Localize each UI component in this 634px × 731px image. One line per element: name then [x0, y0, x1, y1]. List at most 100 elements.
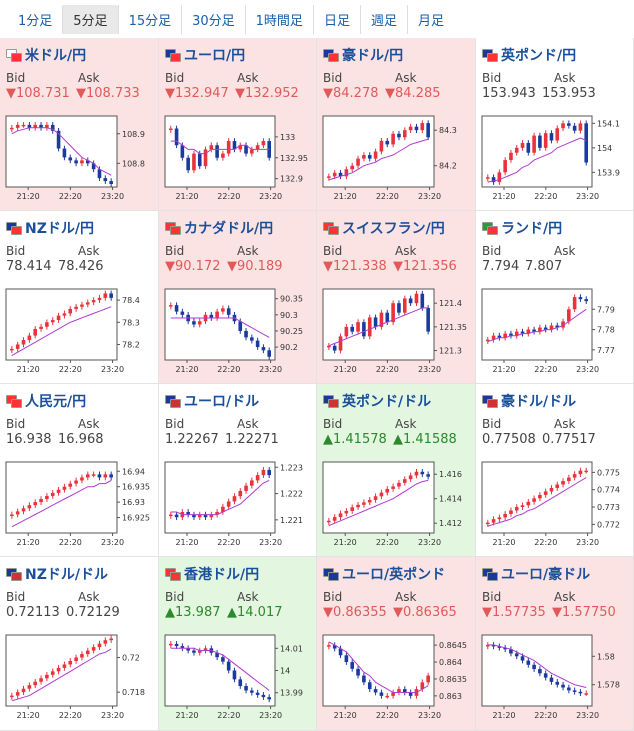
candlestick-chart[interactable]: 7.79 7.78 7.77 21:20 22:20 23:20 [480, 285, 628, 378]
candle-body [497, 646, 502, 648]
candle-body [68, 157, 73, 161]
pair-title[interactable]: ランド/円 [482, 218, 562, 238]
pair-title[interactable]: カナダドル/円 [165, 218, 273, 238]
bid-value: 0.77508 [482, 432, 536, 447]
candle-body [39, 124, 43, 128]
candlestick-chart[interactable]: 1.58 1.578 21:20 22:20 23:20 [480, 631, 628, 724]
candlestick-chart[interactable]: 84.3 84.2 21:20 22:20 23:20 [321, 112, 470, 205]
currency-flags-icon [323, 395, 339, 408]
pair-card[interactable]: ランド/円 Bid Ask 7.794 7.807 7.79 7.78 7.77 21:20 22… [476, 211, 634, 384]
pair-card[interactable]: スイスフラン/円 Bid Ask ▼121.338 ▼121.356 121.4 121.3… [317, 211, 476, 384]
candle-body [27, 335, 32, 341]
pair-title[interactable]: スイスフラン/円 [323, 218, 445, 238]
pair-name: NZドル/ドル [25, 567, 108, 583]
candlestick-chart[interactable]: 133 132.95 132.9 21:20 22:20 23:20 [163, 112, 311, 205]
candle-body [244, 485, 248, 491]
candle-body [402, 479, 407, 483]
candlestick-chart[interactable]: 121.4 121.35 121.3 21:20 22:20 23:20 [321, 285, 470, 378]
pair-title[interactable]: 米ドル/円 [6, 45, 86, 65]
bid-label: Bid [165, 417, 185, 431]
candlestick-chart[interactable]: 154.1 154 153.9 21:20 22:20 23:20 [480, 112, 628, 205]
y-tick-label: 1.416 [439, 470, 462, 479]
candlestick-chart[interactable]: 0.8645 0.864 0.8635 0.863 21:20 22:20 23:20 [321, 631, 470, 724]
candle-body [503, 160, 507, 173]
candle-body [103, 640, 108, 644]
candle-body [532, 498, 536, 502]
pair-title[interactable]: 人民元/円 [6, 391, 86, 411]
candlestick-chart[interactable]: 90.35 90.3 90.25 90.2 21:20 22:20 23:20 [163, 285, 311, 378]
pair-card[interactable]: 英ポンド/ドル Bid Ask ▲1.41578 ▲1.41588 1.416 1.414 1… [317, 384, 476, 557]
candle-body [174, 128, 179, 146]
pair-title[interactable]: ユーロ/豪ドル [482, 564, 590, 584]
tab-1[interactable]: 5分足 [62, 4, 118, 34]
candle-body [103, 293, 108, 298]
candle-body [232, 670, 237, 680]
pair-card[interactable]: ユーロ/豪ドル Bid Ask ▼1.57735 ▼1.57750 1.58 1.578 21… [476, 557, 634, 731]
candlestick-chart[interactable]: 0.72 0.718 21:20 22:20 23:20 [4, 631, 153, 724]
pair-title[interactable]: 豪ドル/円 [323, 45, 403, 65]
tab-2[interactable]: 15分足 [117, 4, 182, 34]
y-tick-label: 132.95 [280, 154, 308, 163]
tab-6[interactable]: 週足 [359, 4, 407, 34]
pair-card[interactable]: 人民元/円 Bid Ask 16.938 16.968 16.94 16.935 16.93 1… [0, 384, 159, 557]
candlestick-chart[interactable]: 16.94 16.935 16.93 16.925 21:20 22:20 23:20 [4, 458, 153, 551]
pair-card[interactable]: カナダドル/円 Bid Ask ▼90.172 ▼90.189 90.35 90.3 90.2… [159, 211, 317, 384]
candle-body [485, 522, 490, 525]
x-tick-label: 23:20 [259, 711, 282, 720]
candle-body [555, 681, 560, 685]
candle-body [56, 130, 61, 149]
candlestick-chart[interactable]: 14.01 14 13.99 21:20 22:20 23:20 [163, 631, 311, 724]
bid-label: Bid [165, 590, 185, 604]
tab-3[interactable]: 30分足 [181, 4, 245, 34]
pair-card[interactable]: 米ドル/円 Bid Ask ▼108.731 ▼108.733 108.9 108.8 21:… [0, 38, 159, 211]
candle-body [543, 133, 548, 148]
ask-value: ▲14.017 [227, 605, 283, 620]
candle-body [267, 469, 272, 476]
candle-body [91, 647, 96, 651]
tab-7[interactable]: 月足 [406, 4, 454, 34]
pair-card[interactable]: 豪ドル/ドル Bid Ask 0.77508 0.77517 0.775 0.774 0.77… [476, 384, 634, 557]
pair-title[interactable]: ユーロ/英ポンド [323, 564, 445, 584]
pair-title[interactable]: 英ポンド/円 [482, 45, 576, 65]
pair-title[interactable]: NZドル/ドル [6, 564, 108, 584]
candle-body [420, 293, 425, 308]
pair-card[interactable]: NZドル/円 Bid Ask 78.414 78.426 78.4 78.3 78.2 21:2… [0, 211, 159, 384]
pair-title[interactable]: 豪ドル/ドル [482, 391, 576, 411]
bid-label: Bid [6, 244, 26, 258]
candle-body [39, 326, 43, 329]
candle-body [209, 145, 214, 150]
x-tick-label: 22:20 [217, 365, 240, 374]
pair-card[interactable]: 英ポンド/円 Bid Ask 153.943 153.953 154.1 154 153.9 2… [476, 38, 634, 211]
pair-title[interactable]: ユーロ/円 [165, 45, 245, 65]
pair-card[interactable]: NZドル/ドル Bid Ask 0.72113 0.72129 0.72 0.718 21:2… [0, 557, 159, 731]
candle-body [50, 124, 55, 131]
candlestick-chart[interactable]: 108.9 108.8 21:20 22:20 23:20 [4, 112, 153, 205]
ask-value: 16.968 [58, 432, 104, 447]
tab-4[interactable]: 1時間足 [244, 4, 313, 34]
candlestick-chart[interactable]: 1.416 1.414 1.412 21:20 22:20 23:20 [321, 458, 470, 551]
pair-title[interactable]: 香港ドル/円 [165, 564, 259, 584]
pair-card[interactable]: ユーロ/英ポンド Bid Ask ▼0.86355 ▼0.86365 0.8645 0.86… [317, 557, 476, 731]
x-tick-label: 21:20 [175, 192, 198, 201]
candle-body [555, 128, 560, 141]
pair-card[interactable]: 香港ドル/円 Bid Ask ▲13.987 ▲14.017 14.01 14 13.99 21… [159, 557, 317, 731]
candlestick-chart[interactable]: 1.223 1.222 1.221 21:20 22:20 23:20 [163, 458, 311, 551]
tab-5[interactable]: 日足 [312, 4, 360, 34]
pair-title[interactable]: 英ポンド/ドル [323, 391, 431, 411]
candlestick-chart[interactable]: 0.775 0.774 0.773 0.772 21:20 22:20 23:20 [480, 458, 628, 551]
pair-card[interactable]: ユーロ/ドル Bid Ask 1.22267 1.22271 1.223 1.222 1.22… [159, 384, 317, 557]
candle-body [203, 149, 208, 167]
pair-card[interactable]: 豪ドル/円 Bid Ask ▼84.278 ▼84.285 84.3 84.2 21:20 22… [317, 38, 476, 211]
tab-0[interactable]: 1分足 [18, 13, 53, 29]
pair-title[interactable]: ユーロ/ドル [165, 391, 259, 411]
x-tick-label: 23:20 [576, 192, 599, 201]
candlestick-chart[interactable]: 78.4 78.3 78.2 21:20 22:20 23:20 [4, 285, 153, 378]
candle-body [549, 677, 554, 682]
pair-title[interactable]: NZドル/円 [6, 218, 94, 238]
candle-body [578, 297, 583, 300]
pair-card[interactable]: ユーロ/円 Bid Ask ▼132.947 ▼132.952 133 132.95 132.… [159, 38, 317, 211]
candle-body [373, 689, 378, 693]
bid-value: 1.22267 [165, 432, 219, 447]
candle-body [338, 648, 343, 656]
currency-flags-icon [165, 395, 181, 408]
